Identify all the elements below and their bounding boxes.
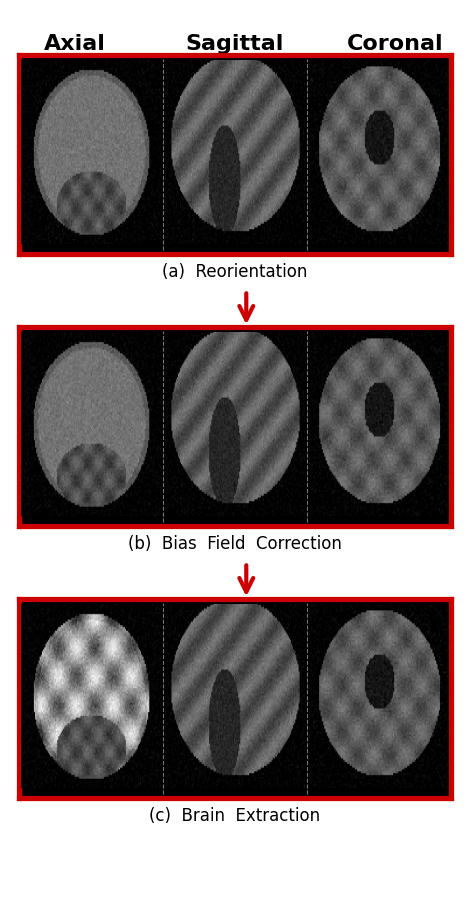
Text: (a)  Reorientation: (a) Reorientation <box>162 263 308 281</box>
Text: Coronal: Coronal <box>347 34 443 54</box>
Text: (c)  Brain  Extraction: (c) Brain Extraction <box>149 807 321 825</box>
Text: Axial: Axial <box>44 34 106 54</box>
Text: (b)  Bias  Field  Correction: (b) Bias Field Correction <box>128 535 342 553</box>
Text: Sagittal: Sagittal <box>186 34 284 54</box>
